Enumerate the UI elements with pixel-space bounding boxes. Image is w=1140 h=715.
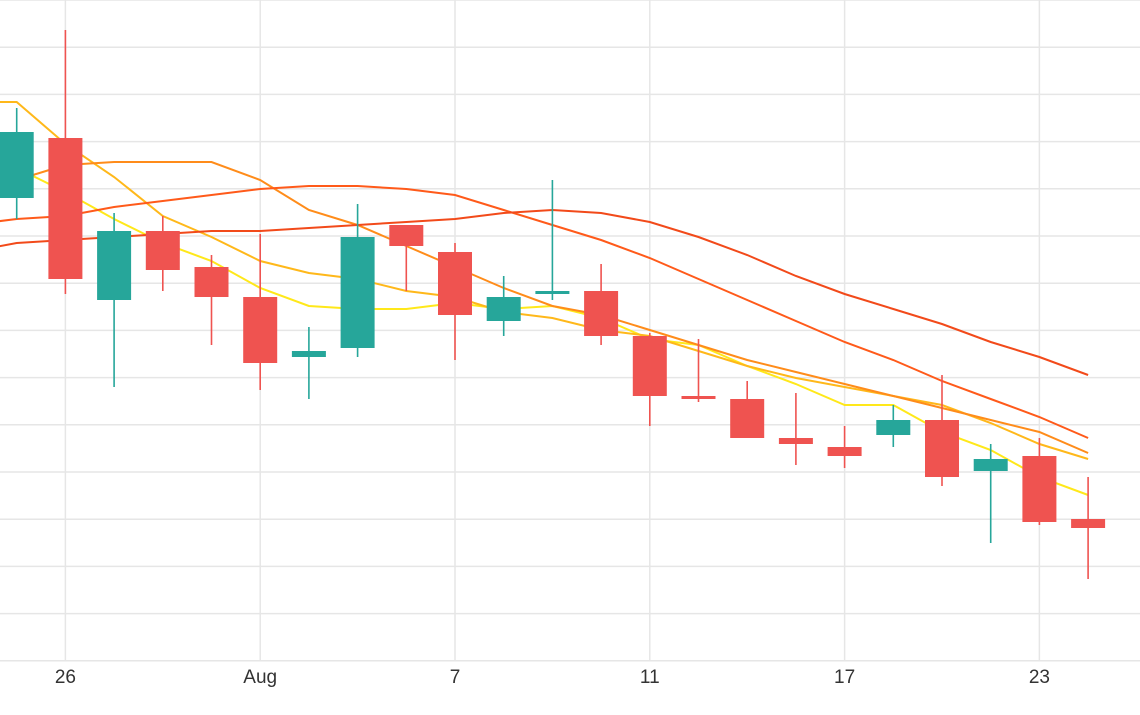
candle [194, 255, 229, 345]
candle [486, 276, 521, 336]
candle [973, 444, 1008, 543]
x-tick-label: 26 [55, 667, 76, 688]
x-tick-label: 23 [1029, 667, 1050, 688]
candle-body [291, 351, 326, 357]
candle-body [730, 399, 765, 438]
horizontal-gridlines [0, 0, 1140, 662]
candle-body [632, 336, 667, 396]
candle-body [535, 291, 570, 294]
candle [730, 381, 765, 438]
candle [243, 234, 278, 390]
candle [291, 327, 326, 399]
x-tick-label: Aug [243, 667, 277, 688]
candle-body [438, 252, 472, 315]
candle-body [486, 297, 521, 321]
candle-body [973, 459, 1008, 471]
candle [681, 339, 716, 402]
candle-body [48, 138, 83, 279]
candle [48, 30, 83, 294]
x-tick-label: 11 [640, 667, 660, 688]
candles-layer [0, 30, 1106, 579]
candle-body [1071, 519, 1106, 528]
candle [1071, 477, 1106, 579]
candle [827, 426, 862, 468]
candle [535, 180, 570, 300]
candle [389, 225, 424, 291]
candle [340, 204, 375, 357]
candle-body [340, 237, 375, 348]
x-axis-tick-labels: 26 Aug 7 11 17 23 [55, 667, 1050, 688]
candle [0, 108, 34, 219]
candle-body [827, 447, 862, 456]
candle [438, 243, 472, 360]
candle [97, 213, 132, 387]
candle [1022, 438, 1057, 525]
moving-average-line [0, 185, 1089, 439]
candle-body [97, 231, 132, 300]
x-tick-label: 17 [834, 667, 855, 688]
moving-average-lines [0, 101, 1089, 496]
candle-body [145, 231, 180, 270]
candle-body [925, 420, 959, 477]
candle-body [876, 420, 911, 435]
candle [876, 405, 911, 447]
moving-average-line [0, 161, 1089, 454]
candle-body [243, 297, 278, 363]
candle-body [389, 225, 424, 246]
candle-body [681, 396, 716, 399]
candle-body [778, 438, 813, 444]
candle [584, 264, 619, 345]
candle [925, 375, 959, 486]
candle-body [194, 267, 229, 297]
x-tick-label: 7 [450, 667, 461, 688]
candle-body [584, 291, 619, 336]
candle [145, 216, 180, 291]
candle [632, 333, 667, 426]
candle [778, 393, 813, 465]
candle-body [0, 132, 34, 198]
candle-body [1022, 456, 1057, 522]
